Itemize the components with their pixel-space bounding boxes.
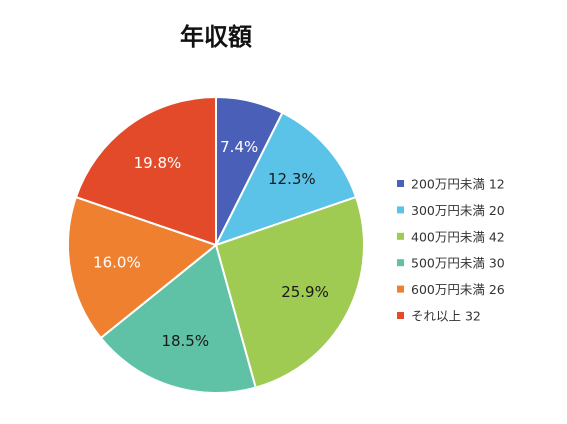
legend-swatch-4 (397, 259, 404, 267)
pie-slices (67, 95, 365, 394)
pie-slice-5 (67, 195, 219, 340)
pie-slice-label-4: 18.5% (161, 332, 209, 350)
legend-label-3: 400万円未満 42 (411, 229, 505, 244)
pie-slice-label-2: 12.3% (268, 170, 316, 188)
legend-label-5: 600万円未満 26 (411, 282, 505, 297)
pie-slice-2 (214, 111, 358, 247)
pie-slice-4 (99, 243, 257, 394)
legend-swatch-3 (397, 232, 404, 240)
pie-slice-labels: 7.4% 12.3% 25.9% 18.5% 16.0% 19.8% (93, 138, 329, 350)
pie-slice-label-1: 7.4% (220, 138, 258, 156)
pie-slice-label-3: 25.9% (281, 283, 329, 301)
pie-slice-label-6: 19.8% (134, 154, 182, 172)
legend-label-6: それ以上 32 (411, 309, 481, 324)
legend-swatch-1 (397, 180, 404, 187)
chart-title: 年収額 (180, 23, 252, 51)
legend-label-1: 200万円未満 12 (411, 177, 505, 192)
legend-label-2: 300万円未満 20 (411, 203, 505, 218)
pie-slice-6 (74, 95, 217, 247)
legend-swatch-2 (397, 206, 404, 214)
pie-slice-label-5: 16.0% (93, 253, 141, 271)
legend-label-4: 500万円未満 30 (411, 256, 505, 271)
legend: 200万円未満 12 300万円未満 20 400万円未満 42 500万円未満 30… (397, 177, 505, 324)
legend-swatch-6 (397, 312, 404, 319)
legend-swatch-5 (397, 285, 404, 293)
pie-slice-3 (214, 195, 365, 389)
